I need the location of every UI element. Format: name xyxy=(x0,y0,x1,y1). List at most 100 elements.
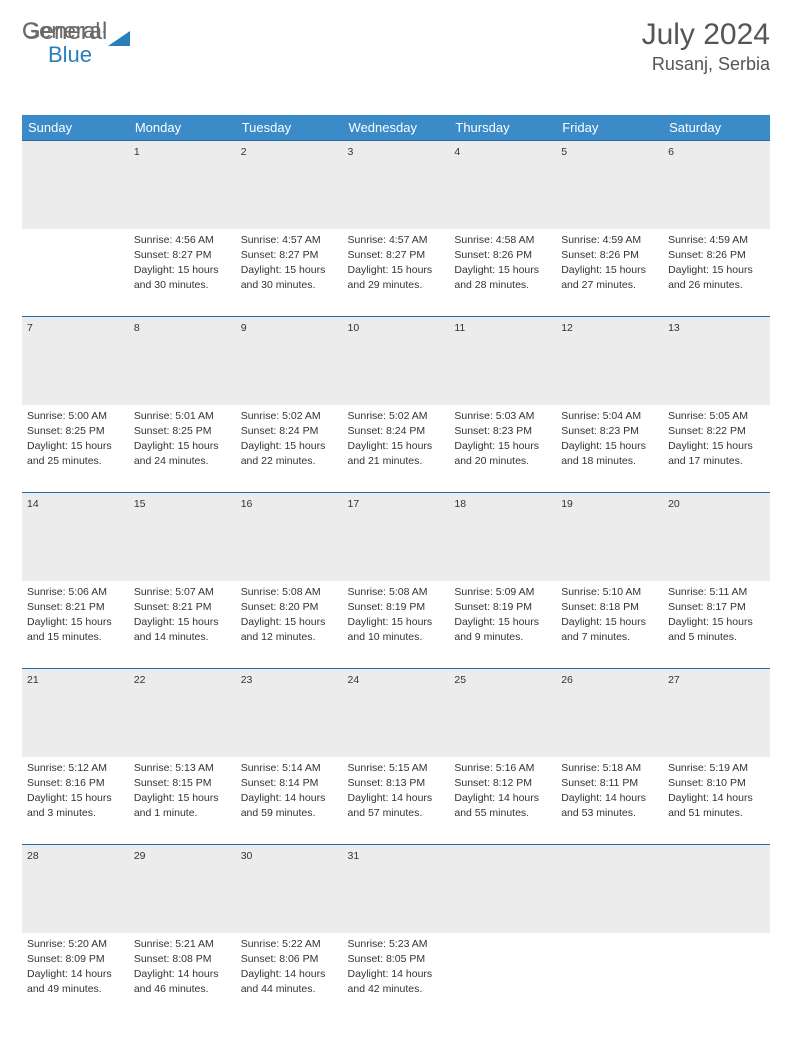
day-day1: Daylight: 15 hours xyxy=(241,263,338,277)
weekday-header: Wednesday xyxy=(343,115,450,141)
day-cell: Sunrise: 5:07 AMSunset: 8:21 PMDaylight:… xyxy=(129,581,236,669)
day-sunset: Sunset: 8:25 PM xyxy=(27,424,124,438)
day-day1: Daylight: 15 hours xyxy=(454,615,551,629)
day-cell: Sunrise: 5:02 AMSunset: 8:24 PMDaylight:… xyxy=(236,405,343,493)
day-number: 18 xyxy=(449,493,556,581)
day-content-row: Sunrise: 5:20 AMSunset: 8:09 PMDaylight:… xyxy=(22,933,770,1021)
day-number: 10 xyxy=(343,317,450,405)
day-sunrise: Sunrise: 4:59 AM xyxy=(561,233,658,247)
day-day1: Daylight: 14 hours xyxy=(348,791,445,805)
day-day2: and 25 minutes. xyxy=(27,454,124,468)
day-day2: and 17 minutes. xyxy=(668,454,765,468)
day-sunrise: Sunrise: 5:18 AM xyxy=(561,761,658,775)
day-sunrise: Sunrise: 4:56 AM xyxy=(134,233,231,247)
day-day2: and 30 minutes. xyxy=(134,278,231,292)
day-sunrise: Sunrise: 5:03 AM xyxy=(454,409,551,423)
weekday-header: Saturday xyxy=(663,115,770,141)
day-day1: Daylight: 15 hours xyxy=(668,439,765,453)
day-number: 11 xyxy=(449,317,556,405)
day-number xyxy=(556,845,663,933)
day-day1: Daylight: 15 hours xyxy=(561,439,658,453)
day-cell: Sunrise: 5:12 AMSunset: 8:16 PMDaylight:… xyxy=(22,757,129,845)
day-cell: Sunrise: 4:58 AMSunset: 8:26 PMDaylight:… xyxy=(449,229,556,317)
day-sunrise: Sunrise: 5:05 AM xyxy=(668,409,765,423)
day-cell: Sunrise: 5:04 AMSunset: 8:23 PMDaylight:… xyxy=(556,405,663,493)
day-sunrise: Sunrise: 5:14 AM xyxy=(241,761,338,775)
day-day1: Daylight: 15 hours xyxy=(348,263,445,277)
weekday-header: Friday xyxy=(556,115,663,141)
day-sunrise: Sunrise: 4:58 AM xyxy=(454,233,551,247)
day-sunset: Sunset: 8:26 PM xyxy=(454,248,551,262)
day-day1: Daylight: 15 hours xyxy=(668,615,765,629)
day-day2: and 22 minutes. xyxy=(241,454,338,468)
day-sunrise: Sunrise: 5:13 AM xyxy=(134,761,231,775)
day-sunset: Sunset: 8:22 PM xyxy=(668,424,765,438)
day-cell: Sunrise: 5:16 AMSunset: 8:12 PMDaylight:… xyxy=(449,757,556,845)
day-day2: and 5 minutes. xyxy=(668,630,765,644)
location: Rusanj, Serbia xyxy=(642,54,770,75)
day-day2: and 7 minutes. xyxy=(561,630,658,644)
day-sunrise: Sunrise: 4:59 AM xyxy=(668,233,765,247)
day-sunset: Sunset: 8:26 PM xyxy=(561,248,658,262)
day-sunset: Sunset: 8:25 PM xyxy=(134,424,231,438)
day-number-row: 78910111213 xyxy=(22,317,770,405)
day-day2: and 28 minutes. xyxy=(454,278,551,292)
title-block: July 2024 Rusanj, Serbia xyxy=(642,18,770,75)
day-sunrise: Sunrise: 5:12 AM xyxy=(27,761,124,775)
day-number: 23 xyxy=(236,669,343,757)
day-sunrise: Sunrise: 5:21 AM xyxy=(134,937,231,951)
day-cell xyxy=(556,933,663,1021)
day-cell: Sunrise: 5:14 AMSunset: 8:14 PMDaylight:… xyxy=(236,757,343,845)
day-cell: Sunrise: 5:22 AMSunset: 8:06 PMDaylight:… xyxy=(236,933,343,1021)
day-cell: Sunrise: 5:05 AMSunset: 8:22 PMDaylight:… xyxy=(663,405,770,493)
month-year: July 2024 xyxy=(642,18,770,52)
calendar-header-row: Sunday Monday Tuesday Wednesday Thursday… xyxy=(22,115,770,141)
day-day2: and 55 minutes. xyxy=(454,806,551,820)
day-sunset: Sunset: 8:27 PM xyxy=(134,248,231,262)
day-sunset: Sunset: 8:24 PM xyxy=(348,424,445,438)
day-day2: and 44 minutes. xyxy=(241,982,338,996)
day-number: 20 xyxy=(663,493,770,581)
day-number: 14 xyxy=(22,493,129,581)
day-cell: Sunrise: 5:03 AMSunset: 8:23 PMDaylight:… xyxy=(449,405,556,493)
day-day1: Daylight: 15 hours xyxy=(27,439,124,453)
day-number: 30 xyxy=(236,845,343,933)
day-day1: Daylight: 15 hours xyxy=(348,439,445,453)
header: General July 2024 Rusanj, Serbia xyxy=(22,18,770,75)
day-day2: and 24 minutes. xyxy=(134,454,231,468)
day-number: 24 xyxy=(343,669,450,757)
day-sunrise: Sunrise: 4:57 AM xyxy=(348,233,445,247)
day-sunrise: Sunrise: 5:22 AM xyxy=(241,937,338,951)
day-cell: Sunrise: 4:59 AMSunset: 8:26 PMDaylight:… xyxy=(663,229,770,317)
day-day2: and 59 minutes. xyxy=(241,806,338,820)
day-sunset: Sunset: 8:06 PM xyxy=(241,952,338,966)
day-content-row: Sunrise: 5:00 AMSunset: 8:25 PMDaylight:… xyxy=(22,405,770,493)
calendar-body: 123456 Sunrise: 4:56 AMSunset: 8:27 PM Day… xyxy=(22,141,770,1021)
day-sunset: Sunset: 8:10 PM xyxy=(668,776,765,790)
day-number-row: 123456 xyxy=(22,141,770,229)
day-number: 1 xyxy=(129,141,236,229)
weekday-header: Thursday xyxy=(449,115,556,141)
day-number-row: 28293031 xyxy=(22,845,770,933)
day-sunrise: Sunrise: 5:02 AM xyxy=(241,409,338,423)
day-cell: Sunrise: 5:09 AMSunset: 8:19 PMDaylight:… xyxy=(449,581,556,669)
day-day1: Daylight: 15 hours xyxy=(134,439,231,453)
day-number xyxy=(22,141,129,229)
day-cell: Sunrise: 5:18 AMSunset: 8:11 PMDaylight:… xyxy=(556,757,663,845)
day-number: 21 xyxy=(22,669,129,757)
day-day1: Daylight: 15 hours xyxy=(454,263,551,277)
weekday-header: Tuesday xyxy=(236,115,343,141)
day-sunset: Sunset: 8:23 PM xyxy=(454,424,551,438)
day-day1: Daylight: 15 hours xyxy=(668,263,765,277)
day-day2: and 15 minutes. xyxy=(27,630,124,644)
day-cell: Sunrise: 4:59 AMSunset: 8:26 PMDaylight:… xyxy=(556,229,663,317)
day-day1: Daylight: 15 hours xyxy=(454,439,551,453)
day-day2: and 46 minutes. xyxy=(134,982,231,996)
day-day1: Daylight: 15 hours xyxy=(348,615,445,629)
day-cell: Sunrise: 5:15 AMSunset: 8:13 PMDaylight:… xyxy=(343,757,450,845)
day-day1: Daylight: 15 hours xyxy=(27,615,124,629)
day-cell: Sunrise: 5:23 AMSunset: 8:05 PMDaylight:… xyxy=(343,933,450,1021)
day-day1: Daylight: 14 hours xyxy=(27,967,124,981)
day-day1: Daylight: 14 hours xyxy=(241,967,338,981)
day-sunrise: Sunrise: 5:06 AM xyxy=(27,585,124,599)
